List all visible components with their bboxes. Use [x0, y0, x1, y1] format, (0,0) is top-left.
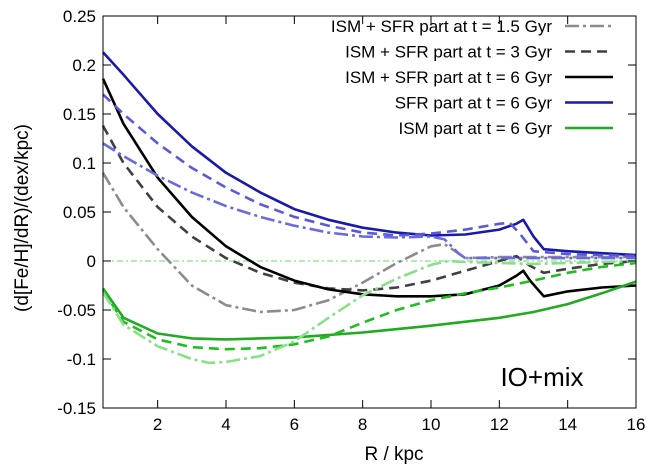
legend: ISM + SFR part at t = 1.5 Gyr ISM + SFR p…	[331, 17, 613, 138]
legend-label: SFR part at t = 6 Gyr	[395, 94, 553, 113]
x-tick-label: 6	[290, 415, 299, 434]
x-tick-label: 8	[358, 415, 367, 434]
y-axis-title: (d[Fe/H]/dR)/(dex/kpc)	[12, 124, 33, 312]
y-tick-label: 0.15	[63, 105, 96, 124]
series-line-7	[101, 261, 637, 351]
annotation-label: IO+mix	[500, 362, 583, 392]
legend-label: ISM part at t = 6 Gyr	[398, 119, 552, 138]
axes-layer: -0.15 -0.1 -0.05 0 0.05 0.1 0.15 0.2 0.25 2 4 6 8 10 1…	[57, 7, 645, 434]
x-tick-label: 16	[627, 415, 646, 434]
series-line-2	[101, 78, 637, 298]
y-tick-label: 0.1	[72, 154, 96, 173]
y-tick-label: -0.05	[57, 301, 96, 320]
x-tick-label: 14	[558, 415, 577, 434]
y-tick-label: -0.1	[67, 350, 96, 369]
series-line-8	[101, 259, 637, 365]
legend-label: ISM + SFR part at t = 6 Gyr	[345, 68, 552, 87]
series-line-3	[102, 51, 637, 257]
series-lines-layer	[101, 51, 637, 365]
x-tick-label: 2	[153, 415, 162, 434]
series-line-6	[102, 142, 636, 260]
x-tick-label: 4	[221, 415, 230, 434]
legend-label: ISM + SFR part at t = 3 Gyr	[345, 43, 552, 62]
y-tick-label: 0.05	[63, 203, 96, 222]
series-line-4	[101, 280, 637, 341]
y-tick-label: 0.2	[72, 56, 96, 75]
series-line-5	[102, 93, 637, 258]
legend-label: ISM + SFR part at t = 1.5 Gyr	[331, 17, 552, 36]
x-tick-label: 10	[422, 415, 441, 434]
series-line-1	[101, 125, 637, 292]
x-axis-title: R / kpc	[364, 444, 423, 465]
y-tick-label: -0.15	[57, 399, 96, 418]
x-tick-label: 12	[490, 415, 509, 434]
y-tick-label: 0	[87, 252, 96, 271]
y-tick-label: 0.25	[63, 7, 96, 26]
